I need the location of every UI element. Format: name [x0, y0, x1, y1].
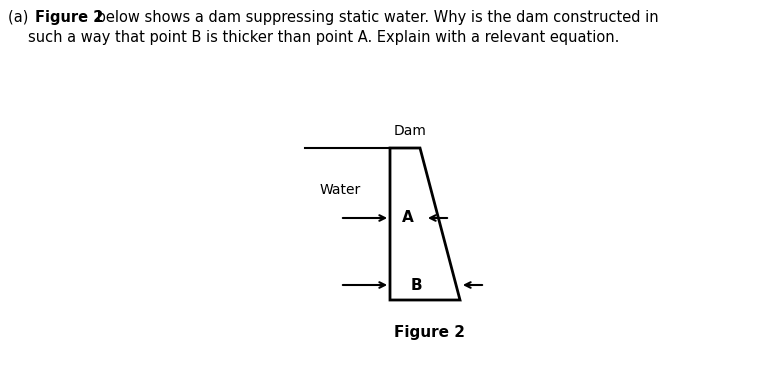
- Text: Figure 2: Figure 2: [395, 325, 465, 340]
- Text: Dam: Dam: [393, 124, 426, 138]
- Text: (a): (a): [8, 10, 33, 25]
- Text: such a way that point B is thicker than point A. Explain with a relevant equatio: such a way that point B is thicker than …: [28, 30, 619, 45]
- Text: Figure 2: Figure 2: [35, 10, 104, 25]
- Text: A: A: [402, 210, 414, 225]
- Text: below shows a dam suppressing static water. Why is the dam constructed in: below shows a dam suppressing static wat…: [92, 10, 659, 25]
- Polygon shape: [390, 148, 460, 300]
- Text: B: B: [410, 277, 422, 293]
- Text: Water: Water: [320, 183, 361, 197]
